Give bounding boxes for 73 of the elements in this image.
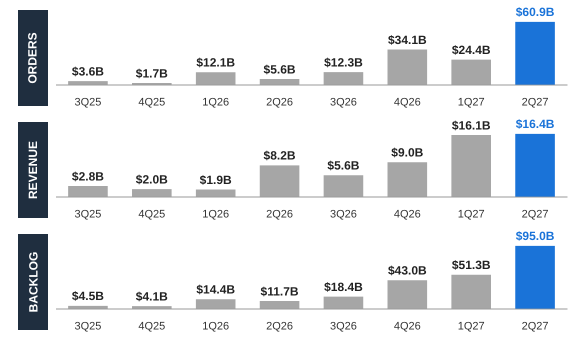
x-tick-label: 2Q26 bbox=[266, 208, 294, 220]
bar bbox=[132, 306, 172, 309]
x-tick-label: 1Q27 bbox=[458, 320, 485, 332]
x-tick-label: 4Q25 bbox=[138, 96, 166, 108]
data-label: $12.1B bbox=[196, 56, 236, 70]
x-tick-label: 2Q27 bbox=[522, 96, 549, 108]
data-label: $1.7B bbox=[136, 66, 168, 80]
x-tick-label: 3Q26 bbox=[330, 208, 357, 220]
bar bbox=[451, 60, 491, 85]
data-label: $2.8B bbox=[72, 169, 104, 184]
data-label: $4.1B bbox=[136, 289, 168, 304]
data-label: $2.0B bbox=[136, 172, 168, 186]
bar bbox=[260, 79, 300, 85]
bar bbox=[260, 301, 300, 309]
data-label: $12.3B bbox=[324, 55, 364, 70]
data-label: $43.0B bbox=[388, 264, 427, 278]
data-label: $18.4B bbox=[324, 280, 364, 294]
data-label: $3.6B bbox=[72, 64, 104, 78]
bar bbox=[388, 50, 428, 85]
x-tick-label: 1Q26 bbox=[202, 208, 230, 220]
x-tick-label: 3Q25 bbox=[74, 96, 102, 108]
x-tick-label: 1Q26 bbox=[202, 320, 230, 332]
bar bbox=[324, 175, 364, 197]
data-label: $14.4B bbox=[196, 282, 236, 297]
x-tick-label: 3Q26 bbox=[330, 320, 357, 332]
bar bbox=[260, 165, 300, 197]
bar bbox=[451, 135, 491, 197]
x-tick-label: 1Q26 bbox=[202, 96, 230, 108]
data-label: $8.2B bbox=[264, 148, 296, 163]
bar bbox=[68, 186, 108, 197]
bar bbox=[388, 280, 428, 309]
bar bbox=[515, 246, 555, 309]
data-label: $5.6B bbox=[327, 158, 360, 173]
data-label: $95.0B bbox=[516, 229, 555, 244]
x-tick-label: 1Q27 bbox=[458, 208, 485, 220]
bar bbox=[515, 22, 555, 85]
data-label: $11.7B bbox=[260, 284, 299, 298]
bar bbox=[196, 299, 236, 309]
data-label: $24.4B bbox=[452, 42, 491, 57]
bar bbox=[388, 162, 428, 197]
x-tick-label: 2Q27 bbox=[522, 208, 549, 220]
data-label: $5.6B bbox=[264, 62, 296, 76]
data-label: $34.1B bbox=[388, 32, 427, 47]
data-label: $4.5B bbox=[72, 289, 104, 304]
bar bbox=[451, 274, 491, 309]
bar bbox=[196, 72, 236, 85]
data-label: $16.1B bbox=[452, 118, 491, 132]
x-tick-label: 2Q27 bbox=[522, 320, 549, 332]
data-label: $60.9B bbox=[516, 5, 555, 20]
y-axis-title: ORDERS bbox=[26, 32, 40, 84]
y-axis-title: REVENUE bbox=[26, 140, 40, 200]
x-tick-label: 3Q25 bbox=[74, 208, 102, 220]
bar bbox=[196, 190, 236, 197]
bar bbox=[515, 134, 555, 197]
data-label: $9.0B bbox=[391, 146, 424, 160]
y-axis-title: BACKLOG bbox=[26, 252, 40, 312]
data-label: $16.4B bbox=[516, 117, 555, 132]
x-tick-label: 4Q26 bbox=[394, 320, 421, 332]
x-tick-label: 4Q25 bbox=[138, 208, 166, 220]
x-tick-label: 4Q26 bbox=[394, 96, 421, 108]
data-label: $1.9B bbox=[200, 172, 232, 187]
x-tick-label: 1Q27 bbox=[458, 96, 485, 108]
x-tick-label: 2Q26 bbox=[266, 320, 294, 332]
x-tick-label: 3Q26 bbox=[330, 96, 357, 108]
bar bbox=[324, 296, 364, 309]
x-tick-label: 4Q26 bbox=[394, 208, 421, 220]
bar bbox=[324, 72, 364, 85]
x-tick-label: 4Q25 bbox=[138, 320, 166, 332]
x-tick-label: 2Q26 bbox=[266, 96, 294, 108]
data-label: $51.3B bbox=[452, 258, 491, 272]
x-tick-label: 3Q25 bbox=[74, 320, 102, 332]
bar bbox=[68, 81, 108, 85]
bar bbox=[132, 189, 172, 197]
